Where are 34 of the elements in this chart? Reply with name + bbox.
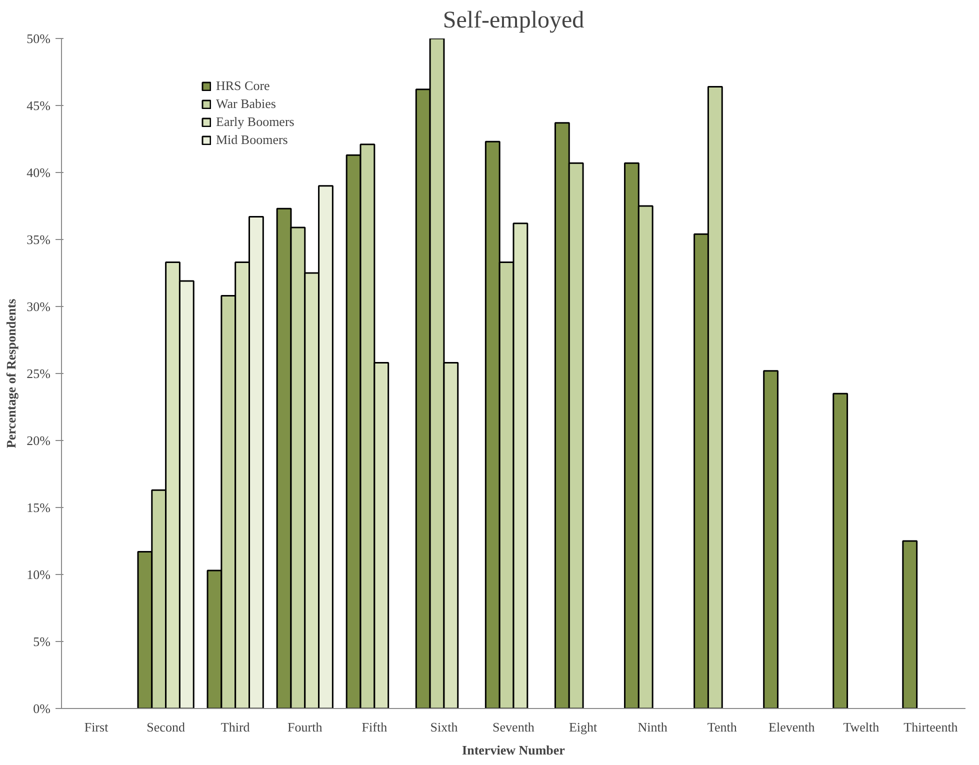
- y-axis-title: Percentage of Respondents: [4, 298, 19, 448]
- x-axis-title: Interview Number: [462, 742, 566, 758]
- y-tick-label: 10%: [26, 567, 51, 582]
- y-tick-label: 0%: [33, 701, 51, 716]
- x-tick-label: Third: [220, 720, 250, 734]
- legend-label: HRS Core: [216, 78, 270, 94]
- y-tick-label: 35%: [26, 232, 51, 247]
- x-tick-label: Thirteenth: [904, 720, 958, 734]
- legend-label: Mid Boomers: [216, 132, 288, 148]
- y-tick-label: 50%: [26, 31, 51, 46]
- x-tick-label: Sixth: [430, 720, 458, 734]
- y-tick-label: 20%: [26, 433, 51, 448]
- x-tick-label: Seventh: [492, 720, 535, 734]
- x-tick-label: Tenth: [707, 720, 738, 734]
- x-tick-label: Second: [146, 720, 186, 734]
- x-tick-label: First: [84, 720, 109, 734]
- bar: [763, 370, 778, 708]
- y-tick-label: 40%: [26, 165, 51, 180]
- y-tick-label: 5%: [33, 634, 51, 649]
- bar: [832, 392, 848, 708]
- x-tick-label: Fourth: [288, 720, 323, 734]
- x-tick-label: Twelth: [843, 720, 880, 734]
- y-tick-label: 30%: [26, 299, 51, 314]
- legend-label: Early Boomers: [216, 114, 294, 130]
- x-tick-label: Eleventh: [768, 720, 816, 734]
- y-tick-label: 45%: [26, 98, 51, 113]
- bar: [902, 540, 918, 708]
- y-tick-label: 15%: [26, 500, 51, 515]
- legend-label: War Babies: [216, 96, 276, 112]
- x-tick-label: Fifth: [362, 720, 388, 734]
- y-tick-label: 25%: [26, 366, 51, 381]
- x-tick-label: Ninth: [638, 720, 668, 734]
- chart-title: Self-employed: [442, 8, 584, 34]
- x-tick-label: Eight: [568, 720, 598, 734]
